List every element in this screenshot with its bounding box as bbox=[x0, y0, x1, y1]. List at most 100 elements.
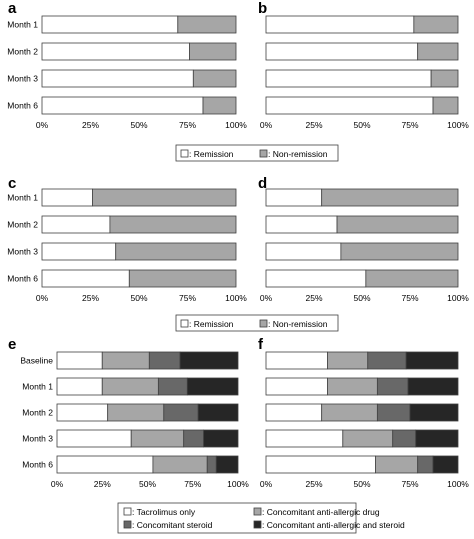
bar-e-2-3 bbox=[197, 403, 239, 422]
bar-f-4-3 bbox=[432, 455, 459, 474]
bar-e-4-0 bbox=[56, 455, 154, 474]
x-tick-label: 25% bbox=[305, 120, 322, 130]
x-tick-label: 25% bbox=[305, 479, 322, 489]
legend-label: : Remission bbox=[189, 319, 234, 329]
x-tick-label: 25% bbox=[82, 293, 99, 303]
category-label: Month 1 bbox=[7, 20, 38, 30]
bar-f-0-1 bbox=[327, 351, 369, 370]
bar-f-3-1 bbox=[342, 429, 394, 448]
bar-e-3-1 bbox=[130, 429, 185, 448]
bar-e-2-0 bbox=[56, 403, 109, 422]
bar-a-3-0 bbox=[41, 96, 204, 115]
legend-label: : Non-remission bbox=[268, 319, 328, 329]
bar-b-2-1 bbox=[430, 69, 459, 88]
x-tick-label: 25% bbox=[82, 120, 99, 130]
bar-c-2-1 bbox=[115, 242, 237, 261]
bar-f-3-0 bbox=[265, 429, 344, 448]
bar-a-3-1 bbox=[202, 96, 237, 115]
bar-c-3-0 bbox=[41, 269, 130, 288]
bar-f-3-3 bbox=[415, 429, 459, 448]
x-tick-label: 100% bbox=[447, 120, 469, 130]
x-tick-label: 25% bbox=[94, 479, 111, 489]
x-tick-label: 0% bbox=[36, 120, 49, 130]
category-label: Month 2 bbox=[22, 408, 53, 418]
legend-swatch bbox=[253, 520, 262, 529]
bar-d-1-1 bbox=[336, 215, 459, 234]
bar-f-0-3 bbox=[405, 351, 459, 370]
legend-box bbox=[117, 502, 357, 534]
category-label: Baseline bbox=[20, 356, 53, 366]
x-tick-label: 0% bbox=[260, 293, 273, 303]
bar-f-1-0 bbox=[265, 377, 328, 396]
bar-e-3-3 bbox=[203, 429, 239, 448]
bar-e-0-2 bbox=[148, 351, 181, 370]
x-tick-label: 25% bbox=[305, 293, 322, 303]
category-label: Month 1 bbox=[7, 193, 38, 203]
bar-b-0-0 bbox=[265, 15, 415, 34]
bar-c-1-0 bbox=[41, 215, 111, 234]
legend-label: : Tacrolimus only bbox=[132, 507, 196, 517]
legend-label: : Concomitant anti-allergic and steroid bbox=[262, 520, 405, 530]
x-tick-label: 75% bbox=[401, 479, 418, 489]
x-tick-label: 50% bbox=[130, 293, 147, 303]
x-tick-label: 50% bbox=[353, 120, 370, 130]
legend-box bbox=[175, 144, 339, 162]
bar-a-0-1 bbox=[177, 15, 237, 34]
category-label: Month 6 bbox=[22, 460, 53, 470]
bar-f-4-2 bbox=[417, 455, 434, 474]
x-tick-label: 50% bbox=[130, 120, 147, 130]
x-tick-label: 100% bbox=[447, 479, 469, 489]
bar-f-4-0 bbox=[265, 455, 376, 474]
panel-letter-d: d bbox=[258, 175, 267, 192]
category-label: Month 3 bbox=[22, 434, 53, 444]
bar-e-2-1 bbox=[107, 403, 165, 422]
x-tick-label: 0% bbox=[260, 479, 273, 489]
bar-e-2-2 bbox=[163, 403, 199, 422]
bar-e-4-3 bbox=[215, 455, 239, 474]
bar-f-1-3 bbox=[407, 377, 459, 396]
legend-label: : Concomitant anti-allergic drug bbox=[262, 507, 380, 517]
bar-d-3-0 bbox=[265, 269, 367, 288]
x-tick-label: 75% bbox=[401, 293, 418, 303]
bar-e-1-3 bbox=[186, 377, 239, 396]
bar-a-2-0 bbox=[41, 69, 194, 88]
legend-swatch bbox=[123, 507, 132, 516]
bar-d-1-0 bbox=[265, 215, 338, 234]
x-tick-label: 100% bbox=[225, 120, 247, 130]
bar-f-3-2 bbox=[392, 429, 417, 448]
bar-e-4-1 bbox=[152, 455, 208, 474]
x-tick-label: 0% bbox=[51, 479, 64, 489]
x-tick-label: 75% bbox=[401, 120, 418, 130]
x-tick-label: 50% bbox=[353, 479, 370, 489]
category-label: Month 1 bbox=[22, 382, 53, 392]
legend-swatch bbox=[180, 319, 189, 328]
x-tick-label: 75% bbox=[179, 293, 196, 303]
panel-letter-a: a bbox=[8, 0, 17, 17]
bar-b-3-0 bbox=[265, 96, 434, 115]
bar-b-0-1 bbox=[413, 15, 459, 34]
category-label: Month 3 bbox=[7, 247, 38, 257]
category-label: Month 2 bbox=[7, 220, 38, 230]
bar-c-2-0 bbox=[41, 242, 117, 261]
bar-d-0-1 bbox=[321, 188, 459, 207]
bar-b-3-1 bbox=[432, 96, 459, 115]
x-tick-label: 0% bbox=[260, 120, 273, 130]
bar-e-3-2 bbox=[183, 429, 205, 448]
x-tick-label: 75% bbox=[179, 120, 196, 130]
bar-c-0-1 bbox=[92, 188, 237, 207]
bar-c-1-1 bbox=[109, 215, 237, 234]
x-tick-label: 100% bbox=[227, 479, 249, 489]
bar-f-2-2 bbox=[376, 403, 411, 422]
x-tick-label: 50% bbox=[139, 479, 156, 489]
bar-d-0-0 bbox=[265, 188, 323, 207]
bar-e-0-3 bbox=[179, 351, 239, 370]
category-label: Month 3 bbox=[7, 74, 38, 84]
bar-a-2-1 bbox=[192, 69, 237, 88]
legend-swatch bbox=[259, 319, 268, 328]
bar-f-1-2 bbox=[376, 377, 409, 396]
x-tick-label: 100% bbox=[447, 293, 469, 303]
bar-b-1-0 bbox=[265, 42, 419, 61]
legend-label: : Non-remission bbox=[268, 149, 328, 159]
bar-f-0-2 bbox=[367, 351, 407, 370]
